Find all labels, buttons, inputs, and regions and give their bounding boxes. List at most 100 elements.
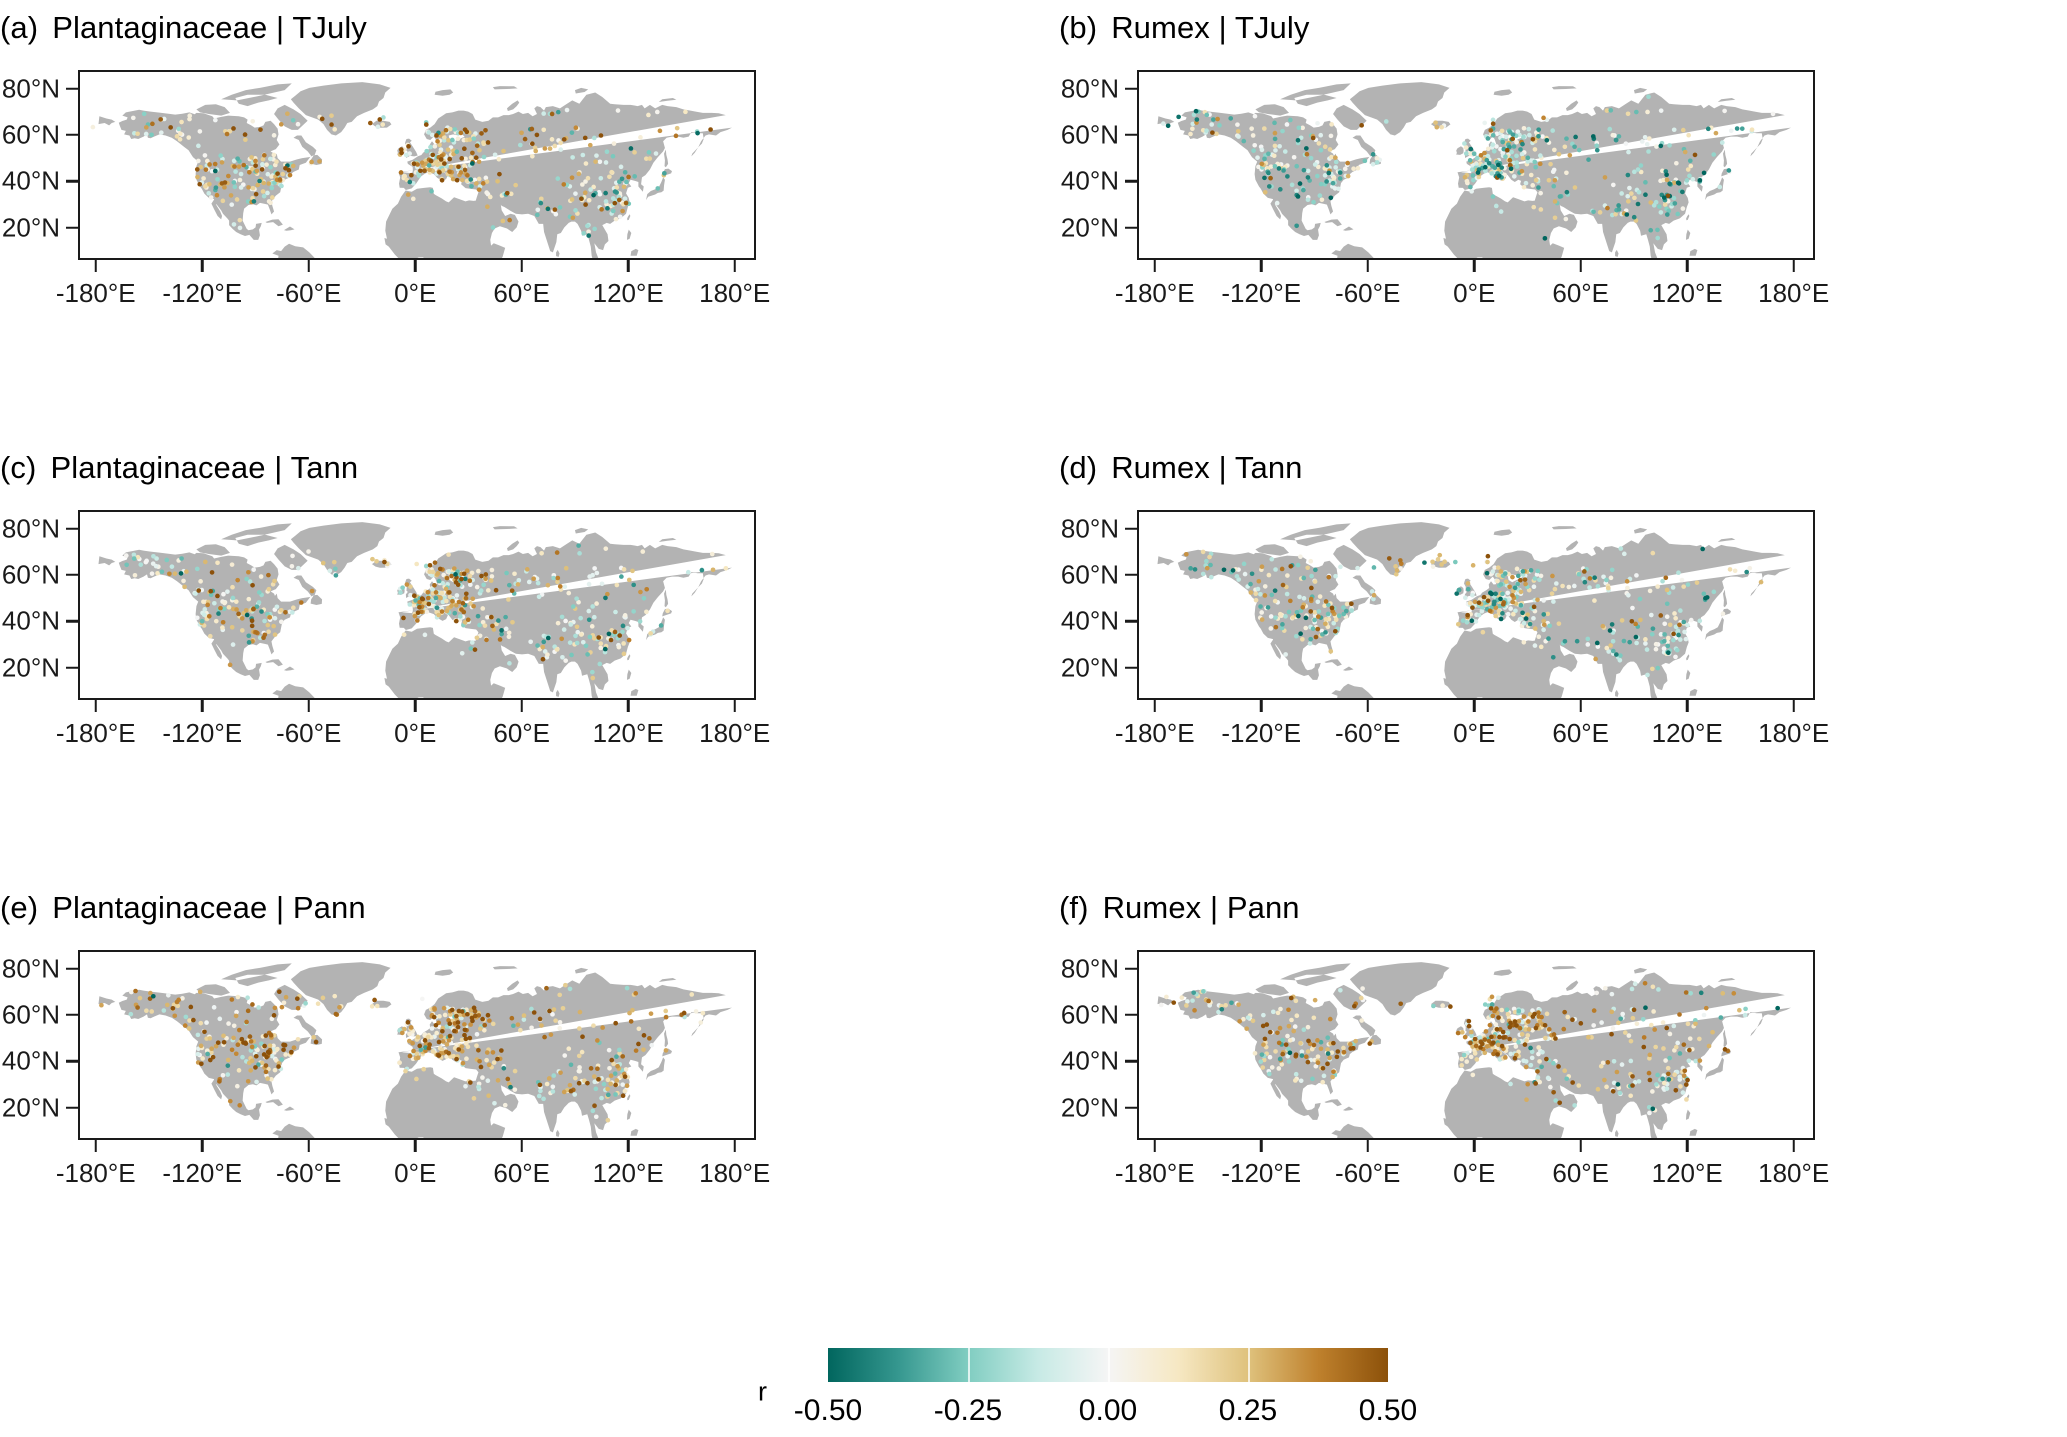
- site-point: [1666, 1077, 1672, 1082]
- x-axis-tick-mark: [307, 700, 310, 712]
- site-point: [653, 151, 659, 156]
- site-point: [1701, 591, 1707, 597]
- site-point: [1536, 1014, 1542, 1019]
- x-axis-tick-label: -180°E: [55, 718, 136, 748]
- site-point: [1634, 573, 1639, 578]
- site-point: [1742, 1012, 1748, 1018]
- site-point: [1602, 1077, 1607, 1083]
- site-point: [624, 1083, 630, 1089]
- site-point: [475, 613, 481, 619]
- site-point: [1495, 162, 1501, 168]
- site-point: [501, 1065, 507, 1071]
- site-point: [1701, 170, 1707, 176]
- site-point: [438, 157, 444, 162]
- site-point: [433, 1022, 439, 1028]
- site-point: [550, 1012, 555, 1017]
- site-point: [1633, 109, 1639, 115]
- site-point: [245, 1078, 251, 1084]
- site-point: [197, 181, 203, 187]
- x-axis-tick-label: 120°E: [592, 718, 664, 748]
- site-point: [595, 1066, 600, 1072]
- site-point: [1617, 1090, 1623, 1096]
- site-point: [1338, 987, 1343, 993]
- site-point: [276, 1064, 281, 1069]
- site-point: [1665, 1071, 1671, 1077]
- site-point: [408, 1025, 414, 1030]
- y-axis-tick-label: 40°N: [1060, 605, 1119, 636]
- site-point: [1288, 564, 1294, 569]
- site-point: [212, 168, 218, 174]
- site-point: [1602, 175, 1608, 180]
- site-point: [217, 1079, 222, 1084]
- site-point: [1497, 1027, 1503, 1032]
- site-point: [1510, 136, 1516, 142]
- site-point: [580, 182, 585, 187]
- site-point: [1485, 598, 1491, 604]
- site-point: [1468, 1040, 1473, 1046]
- site-point: [1472, 1036, 1478, 1042]
- site-point: [1325, 1035, 1331, 1041]
- site-point: [1295, 194, 1301, 199]
- site-point: [493, 587, 499, 593]
- site-point: [1259, 161, 1265, 167]
- site-point: [261, 152, 267, 158]
- site-point: [1460, 618, 1466, 623]
- site-point: [484, 1050, 490, 1055]
- site-point: [295, 565, 301, 571]
- site-point: [256, 600, 262, 605]
- site-point: [1514, 566, 1520, 572]
- site-point: [1322, 173, 1328, 178]
- site-point: [196, 1046, 201, 1052]
- site-point: [1325, 602, 1331, 608]
- site-point: [1268, 626, 1274, 631]
- site-point: [1651, 1009, 1656, 1014]
- site-point: [1610, 1088, 1616, 1094]
- site-point: [144, 1008, 149, 1014]
- site-point: [617, 1051, 622, 1056]
- y-axis-tick-label: 60°N: [1, 559, 60, 590]
- site-point: [485, 204, 490, 210]
- site-point: [474, 1043, 479, 1048]
- site-point: [462, 619, 468, 625]
- site-point: [630, 568, 635, 574]
- site-point: [1521, 125, 1527, 131]
- site-point: [402, 173, 408, 179]
- site-point: [1331, 620, 1337, 626]
- site-point: [1667, 181, 1672, 186]
- site-point: [539, 1023, 544, 1028]
- site-point: [1332, 628, 1338, 634]
- x-axis-tick-label: 120°E: [592, 1158, 664, 1188]
- site-point: [1464, 619, 1470, 625]
- site-point: [267, 156, 273, 162]
- site-point: [1720, 991, 1726, 996]
- x-axis-tick-mark: [1153, 260, 1156, 272]
- site-point: [1616, 207, 1622, 212]
- site-point: [1625, 199, 1631, 204]
- site-point: [1678, 1084, 1683, 1089]
- site-point: [1310, 1076, 1315, 1082]
- site-point: [1229, 1000, 1234, 1006]
- site-point: [467, 137, 473, 142]
- site-point: [1482, 1050, 1488, 1056]
- site-point: [1463, 145, 1469, 150]
- site-point: [1164, 994, 1169, 1000]
- panel-tag: (a): [0, 10, 39, 45]
- site-point: [434, 1030, 440, 1036]
- site-point: [1619, 618, 1625, 623]
- site-point: [643, 156, 649, 161]
- panel-title: (f) Rumex | Pann: [1059, 890, 1300, 926]
- site-point: [1208, 574, 1214, 580]
- site-point: [1333, 617, 1339, 623]
- site-point: [1576, 571, 1582, 577]
- site-point: [483, 128, 488, 133]
- site-point: [432, 560, 438, 565]
- site-point: [1301, 187, 1306, 193]
- site-point: [1267, 1029, 1273, 1035]
- site-point: [230, 595, 236, 601]
- site-point: [1273, 624, 1279, 630]
- site-point: [231, 158, 237, 164]
- site-point: [1499, 128, 1505, 134]
- site-point: [1267, 1054, 1273, 1060]
- site-point: [332, 127, 338, 132]
- site-point: [482, 623, 488, 628]
